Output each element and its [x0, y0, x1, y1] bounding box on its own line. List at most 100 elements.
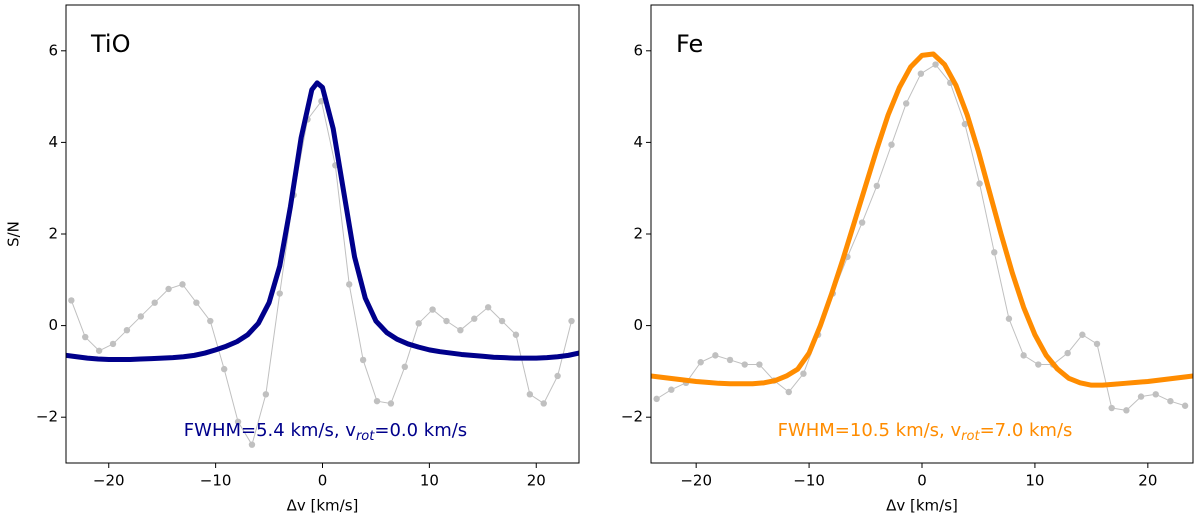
annotation-part: rot	[961, 428, 980, 443]
data-line	[656, 64, 1186, 411]
data-point	[902, 100, 910, 107]
data-point	[471, 315, 478, 322]
annotation: FWHM=10.5 km/s, vrot=7.0 km/s	[778, 420, 1073, 444]
data-point	[1005, 315, 1013, 322]
x-tick-label: 10	[420, 472, 439, 490]
data-point	[262, 391, 270, 398]
x-tick-label: 10	[1025, 472, 1044, 490]
data-point	[858, 219, 866, 226]
data-point	[109, 340, 117, 348]
data-point	[668, 386, 675, 393]
data-point	[1079, 331, 1086, 338]
data-point	[873, 182, 881, 190]
data-point	[653, 395, 660, 403]
x-tick-label: −10	[793, 472, 825, 490]
data-point	[123, 326, 131, 334]
data-point	[484, 304, 492, 311]
data-point	[932, 61, 939, 68]
x-tick-label: −10	[200, 472, 232, 490]
data-point	[220, 365, 228, 373]
x-axis-label: Δv [km/s]	[886, 497, 958, 515]
data-point	[137, 313, 145, 320]
data-point	[165, 285, 172, 293]
data-point	[991, 249, 998, 256]
y-tick-label: −2	[36, 408, 58, 426]
panel-label: TiO	[90, 30, 130, 58]
data-point	[712, 352, 719, 359]
annotation: FWHM=5.4 km/s, vrot=0.0 km/s	[184, 420, 467, 444]
data-point	[1137, 393, 1145, 400]
data-point	[800, 370, 807, 377]
x-tick-label: 0	[917, 472, 927, 490]
annotation-part: =7.0 km/s	[980, 420, 1073, 441]
data-point	[697, 359, 704, 366]
data-point	[888, 141, 895, 148]
data-point	[1181, 402, 1189, 409]
data-point	[457, 326, 464, 334]
y-tick-label: −2	[621, 408, 643, 426]
y-axis-label: S/N	[5, 221, 23, 247]
y-tick-label: 6	[48, 41, 58, 59]
data-point	[95, 347, 103, 354]
annotation-part: rot	[356, 428, 375, 443]
y-tick-label: 0	[48, 316, 58, 334]
plot-area	[66, 80, 579, 448]
x-tick-label: 20	[1138, 472, 1157, 490]
x-tick-label: −20	[680, 472, 712, 490]
annotation-part: FWHM=10.5 km/s, v	[778, 420, 962, 441]
data-point	[179, 281, 186, 288]
annotation-part: FWHM=5.4 km/s, v	[184, 420, 356, 441]
y-tick-label: 0	[633, 316, 643, 334]
data-point	[976, 180, 983, 187]
fit-line	[651, 51, 1193, 388]
data-point	[540, 400, 547, 407]
y-tick-label: 6	[633, 41, 643, 59]
data-point	[1064, 349, 1071, 357]
data-point	[1108, 404, 1115, 412]
y-tick-label: 4	[48, 133, 58, 151]
data-point	[276, 290, 283, 297]
data-point	[318, 97, 325, 105]
data-point	[346, 281, 353, 288]
data-point	[1035, 361, 1042, 368]
data-line	[70, 100, 573, 446]
data-point	[415, 320, 422, 327]
data-point	[207, 317, 214, 325]
y-tick-label: 2	[48, 225, 58, 243]
data-point	[726, 356, 734, 364]
panel-label: Fe	[676, 30, 703, 58]
data-point	[234, 418, 242, 425]
data-point	[554, 372, 561, 380]
data-point	[498, 317, 506, 325]
x-tick-label: 20	[527, 472, 546, 490]
data-point	[373, 397, 381, 405]
data-point	[526, 391, 534, 398]
data-point	[429, 306, 436, 313]
x-tick-label: 0	[318, 472, 328, 490]
data-point	[82, 333, 89, 341]
x-axis-label: Δv [km/s]	[287, 497, 359, 515]
fit-line	[66, 80, 579, 362]
data-point	[248, 441, 256, 448]
data-point	[193, 299, 200, 306]
data-point	[1093, 340, 1101, 348]
data-point	[785, 388, 792, 396]
data-point	[756, 361, 763, 368]
y-tick-label: 4	[633, 133, 643, 151]
plot-area	[651, 51, 1193, 414]
data-point	[917, 70, 925, 77]
data-point	[1167, 397, 1174, 405]
data-point	[387, 400, 395, 407]
data-point	[1123, 407, 1130, 414]
data-point	[401, 363, 408, 371]
x-tick-label: −20	[93, 472, 125, 490]
axes-frame	[65, 4, 580, 464]
data-point	[359, 356, 367, 364]
y-tick-label: 2	[633, 225, 643, 243]
data-point	[1020, 352, 1027, 359]
data-point	[568, 317, 575, 325]
data-point	[68, 297, 75, 304]
annotation-part: =0.0 km/s	[374, 420, 467, 441]
